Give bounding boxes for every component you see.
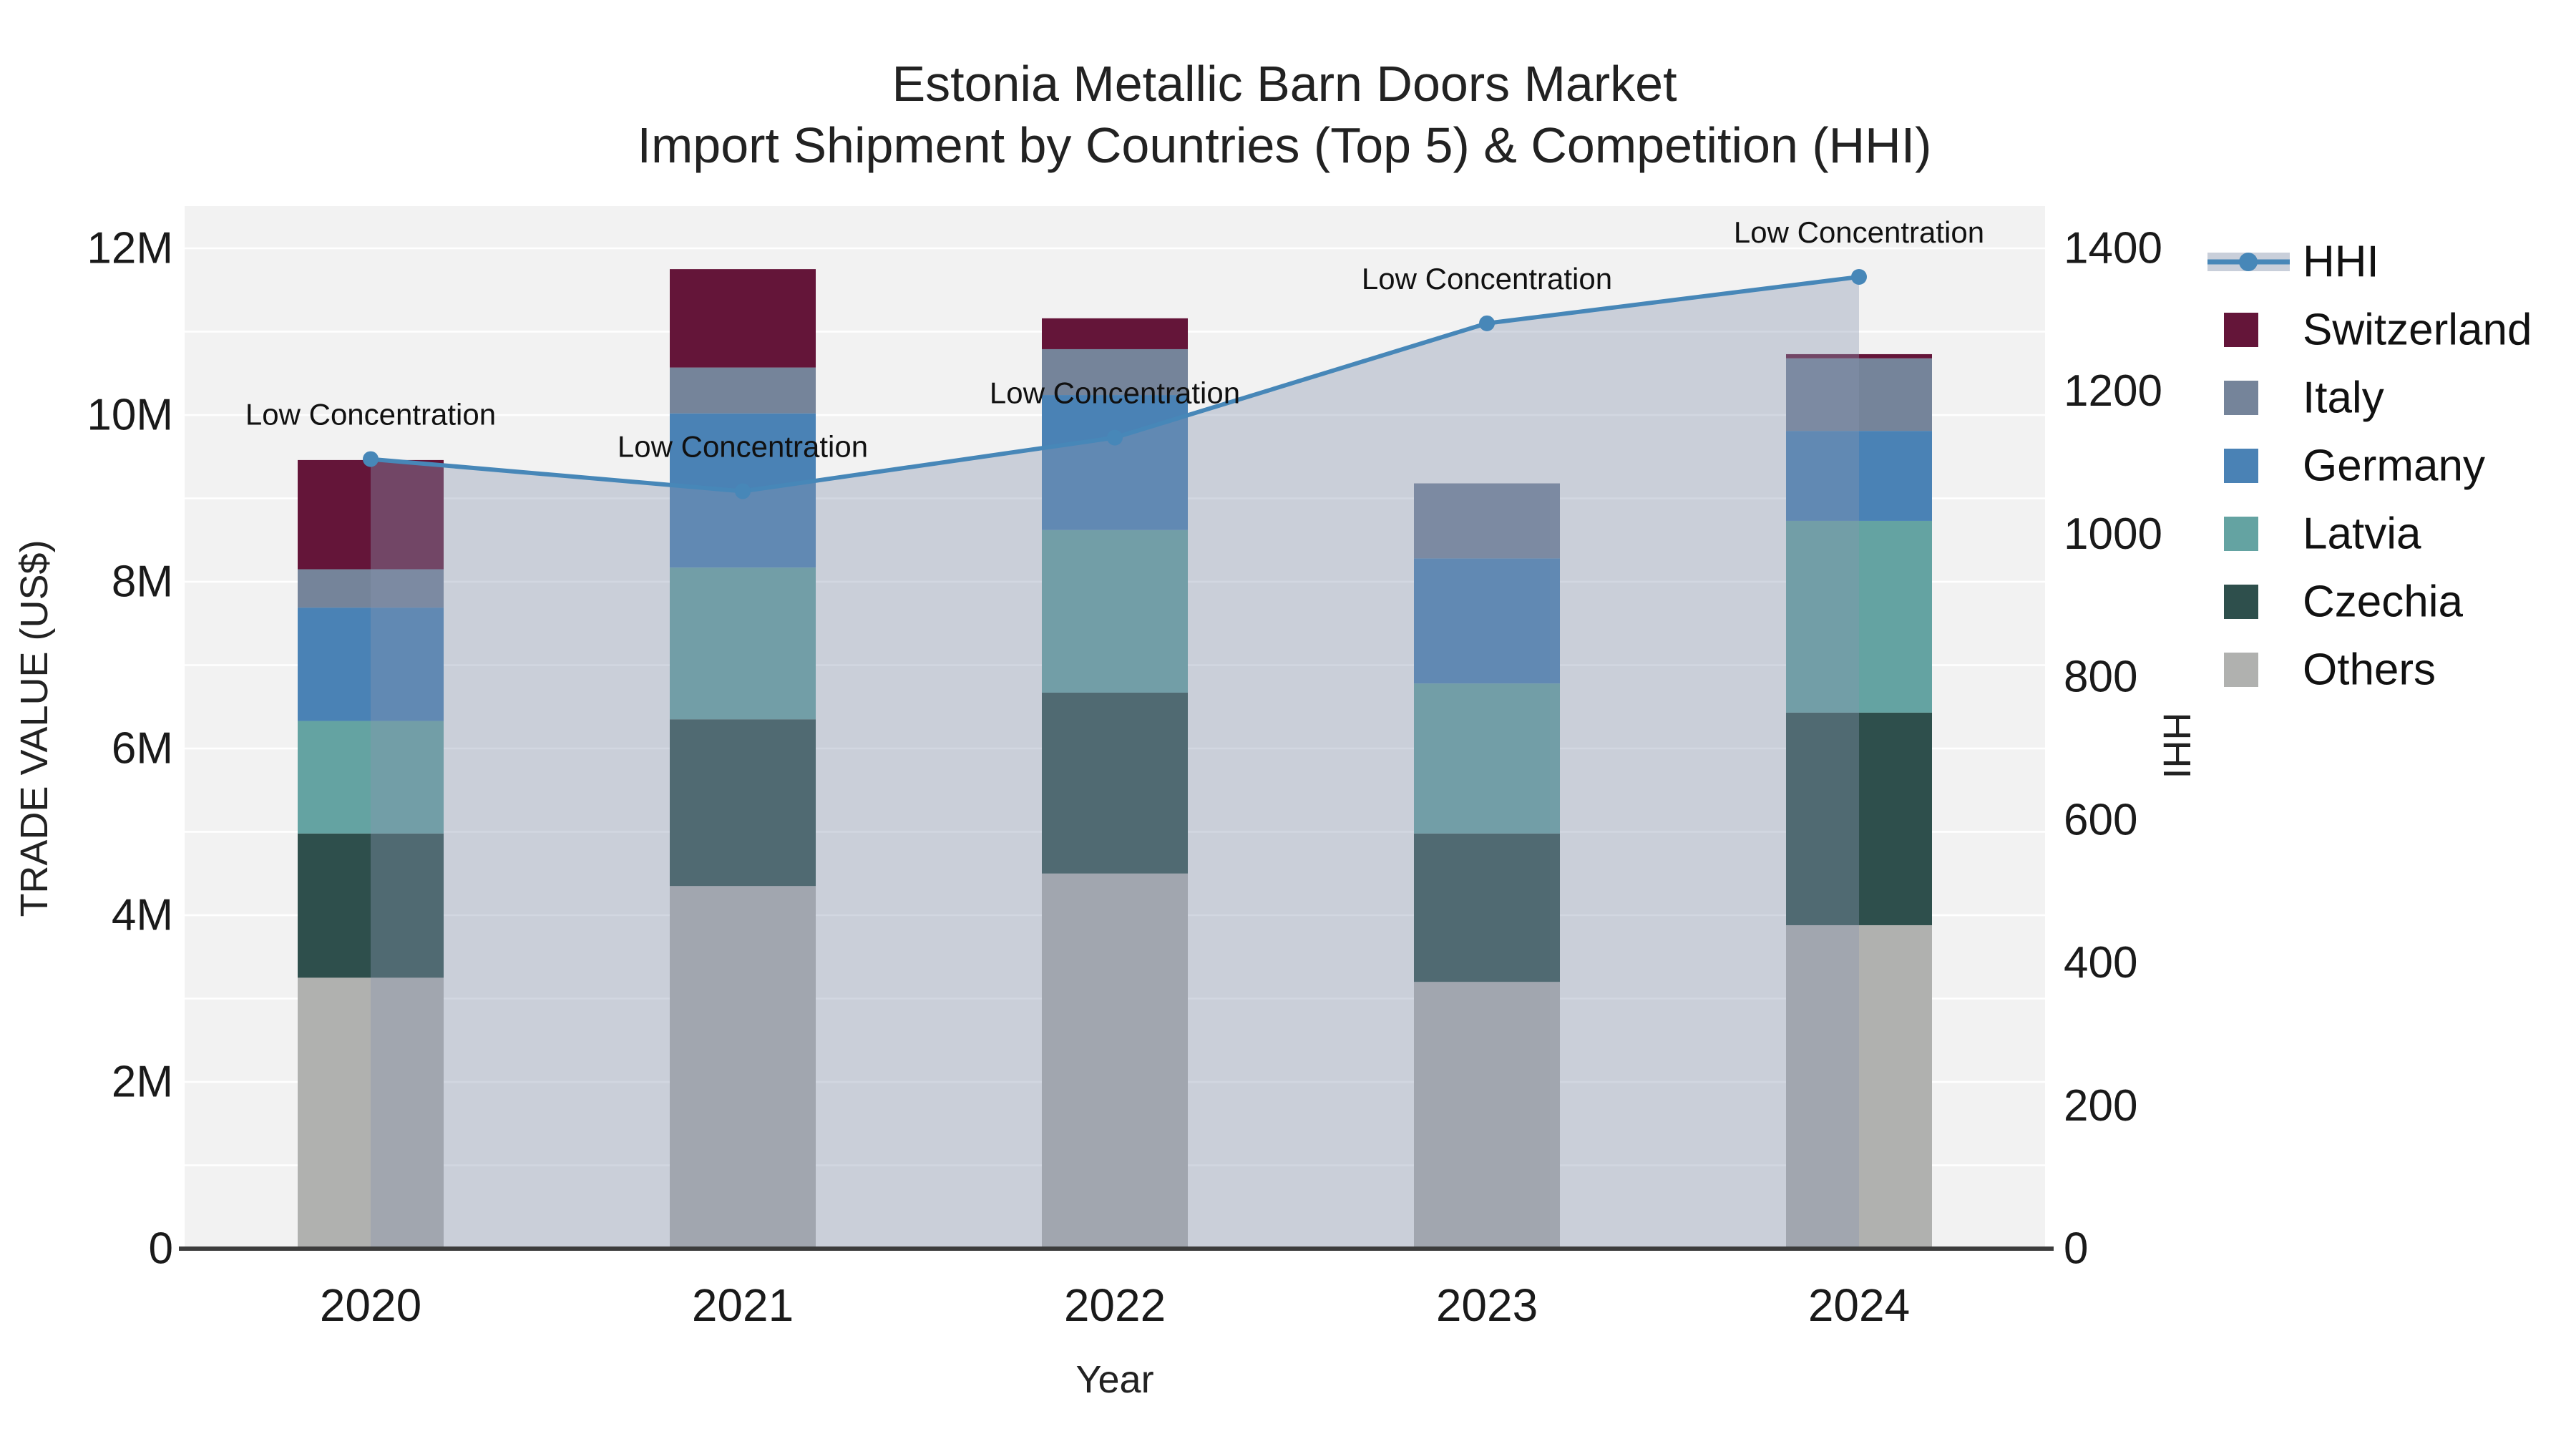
bar-segment-germany-2020[interactable] bbox=[298, 608, 444, 721]
legend-swatch-germany bbox=[2224, 449, 2258, 483]
bar-segment-czechia-2024[interactable] bbox=[1786, 712, 1932, 925]
x-tick-2024: 2024 bbox=[1808, 1279, 1910, 1331]
bar-segment-latvia-2024[interactable] bbox=[1786, 520, 1932, 713]
chart-title-line1: Estonia Metallic Barn Doors Market bbox=[892, 56, 1677, 112]
hhi-marker-2021[interactable] bbox=[735, 483, 751, 499]
annotation-2021: Low Concentration bbox=[618, 430, 868, 464]
y-left-tick-6M: 6M bbox=[112, 724, 173, 774]
bar-segment-latvia-2020[interactable] bbox=[298, 721, 444, 834]
chart-title-line2: Import Shipment by Countries (Top 5) & C… bbox=[637, 117, 1932, 173]
bar-segment-switzerland-2021[interactable] bbox=[670, 269, 816, 368]
hhi-marker-2022[interactable] bbox=[1107, 429, 1123, 446]
legend-swatch-latvia bbox=[2224, 517, 2258, 551]
annotation-2023: Low Concentration bbox=[1362, 262, 1612, 296]
bar-segment-czechia-2023[interactable] bbox=[1414, 833, 1560, 982]
y-right-tick-600: 600 bbox=[2064, 795, 2137, 844]
bar-segment-switzerland-2020[interactable] bbox=[298, 459, 444, 570]
bar-segment-others-2022[interactable] bbox=[1042, 873, 1188, 1249]
annotation-2024: Low Concentration bbox=[1734, 215, 1984, 249]
hhi-area bbox=[371, 276, 1859, 1247]
y-right-tick-1000: 1000 bbox=[2064, 509, 2162, 559]
legend-item-hhi[interactable]: HHI bbox=[2207, 238, 2379, 287]
legend-label-italy: Italy bbox=[2303, 374, 2384, 423]
hhi-marker-swatch bbox=[2239, 253, 2258, 271]
annotation-2022: Low Concentration bbox=[990, 376, 1240, 410]
legend-swatch-italy bbox=[2224, 381, 2258, 415]
x-tick-2022: 2022 bbox=[1064, 1279, 1166, 1331]
y-right-tick-0: 0 bbox=[2064, 1224, 2088, 1274]
bar-segment-germany-2024[interactable] bbox=[1786, 431, 1932, 521]
legend-item-italy[interactable]: Italy bbox=[2224, 374, 2384, 423]
legend-item-switzerland[interactable]: Switzerland bbox=[2224, 306, 2532, 355]
y-right-tick-1200: 1200 bbox=[2064, 366, 2162, 416]
bar-segment-italy-2021[interactable] bbox=[670, 367, 816, 414]
legend-label-hhi: HHI bbox=[2303, 238, 2379, 287]
hhi-marker-2024[interactable] bbox=[1851, 268, 1867, 285]
legend-item-latvia[interactable]: Latvia bbox=[2224, 509, 2421, 559]
legend-item-germany[interactable]: Germany bbox=[2224, 441, 2485, 491]
bar-segment-germany-2022[interactable] bbox=[1042, 395, 1188, 530]
bar-segment-latvia-2022[interactable] bbox=[1042, 530, 1188, 693]
x-tick-2023: 2023 bbox=[1436, 1279, 1538, 1331]
x-tick-2020: 2020 bbox=[320, 1279, 421, 1331]
bar-segment-switzerland-2024[interactable] bbox=[1786, 353, 1932, 358]
legend-label-germany: Germany bbox=[2303, 441, 2485, 491]
legend-label-switzerland: Switzerland bbox=[2303, 306, 2532, 355]
hhi-marker-2020[interactable] bbox=[363, 451, 379, 467]
y-right-tick-200: 200 bbox=[2064, 1081, 2137, 1131]
bar-segment-germany-2023[interactable] bbox=[1414, 558, 1560, 684]
y-right-tick-1400: 1400 bbox=[2064, 224, 2162, 273]
bar-segment-czechia-2022[interactable] bbox=[1042, 692, 1188, 874]
bar-segment-latvia-2023[interactable] bbox=[1414, 683, 1560, 834]
legend-label-others: Others bbox=[2303, 645, 2436, 695]
y-left-tick-2M: 2M bbox=[112, 1058, 173, 1107]
x-tick-2021: 2021 bbox=[692, 1279, 794, 1331]
y-left-tick-8M: 8M bbox=[112, 557, 173, 607]
legend-swatch-switzerland bbox=[2224, 313, 2258, 347]
legend-swatch-czechia bbox=[2224, 585, 2258, 619]
bar-segment-others-2023[interactable] bbox=[1414, 982, 1560, 1249]
hhi-marker-2023[interactable] bbox=[1479, 315, 1495, 331]
bar-segment-italy-2024[interactable] bbox=[1786, 358, 1932, 431]
bar-segment-latvia-2021[interactable] bbox=[670, 567, 816, 720]
legend-label-latvia: Latvia bbox=[2303, 509, 2421, 559]
legend-label-czechia: Czechia bbox=[2303, 577, 2464, 627]
annotation-2020: Low Concentration bbox=[245, 398, 496, 431]
x-axis-title: Year bbox=[1075, 1358, 1154, 1401]
y-left-tick-12M: 12M bbox=[87, 224, 173, 273]
bar-segment-italy-2023[interactable] bbox=[1414, 483, 1560, 559]
bar-segment-czechia-2021[interactable] bbox=[670, 719, 816, 887]
bar-segment-italy-2020[interactable] bbox=[298, 569, 444, 608]
y-axis-title-left: TRADE VALUE (US$) bbox=[13, 540, 56, 917]
bar-segment-switzerland-2022[interactable] bbox=[1042, 318, 1188, 349]
legend-item-others[interactable]: Others bbox=[2224, 645, 2436, 695]
y-left-tick-4M: 4M bbox=[112, 891, 173, 940]
chart-title: Estonia Metallic Barn Doors Market Impor… bbox=[0, 59, 2569, 170]
bar-segment-italy-2022[interactable] bbox=[1042, 348, 1188, 396]
bar-segment-others-2020[interactable] bbox=[298, 977, 444, 1249]
y-left-tick-10M: 10M bbox=[87, 391, 173, 440]
y-left-tick-0: 0 bbox=[149, 1224, 173, 1274]
bar-segment-others-2024[interactable] bbox=[1786, 924, 1932, 1249]
legend-item-czechia[interactable]: Czechia bbox=[2224, 577, 2464, 627]
legend-swatch-others bbox=[2224, 653, 2258, 687]
bar-segment-others-2021[interactable] bbox=[670, 886, 816, 1249]
y-right-tick-800: 800 bbox=[2064, 653, 2137, 702]
bar-segment-czechia-2020[interactable] bbox=[298, 833, 444, 978]
y-axis-title-right: HHI bbox=[2155, 712, 2198, 779]
y-right-tick-400: 400 bbox=[2064, 938, 2137, 987]
